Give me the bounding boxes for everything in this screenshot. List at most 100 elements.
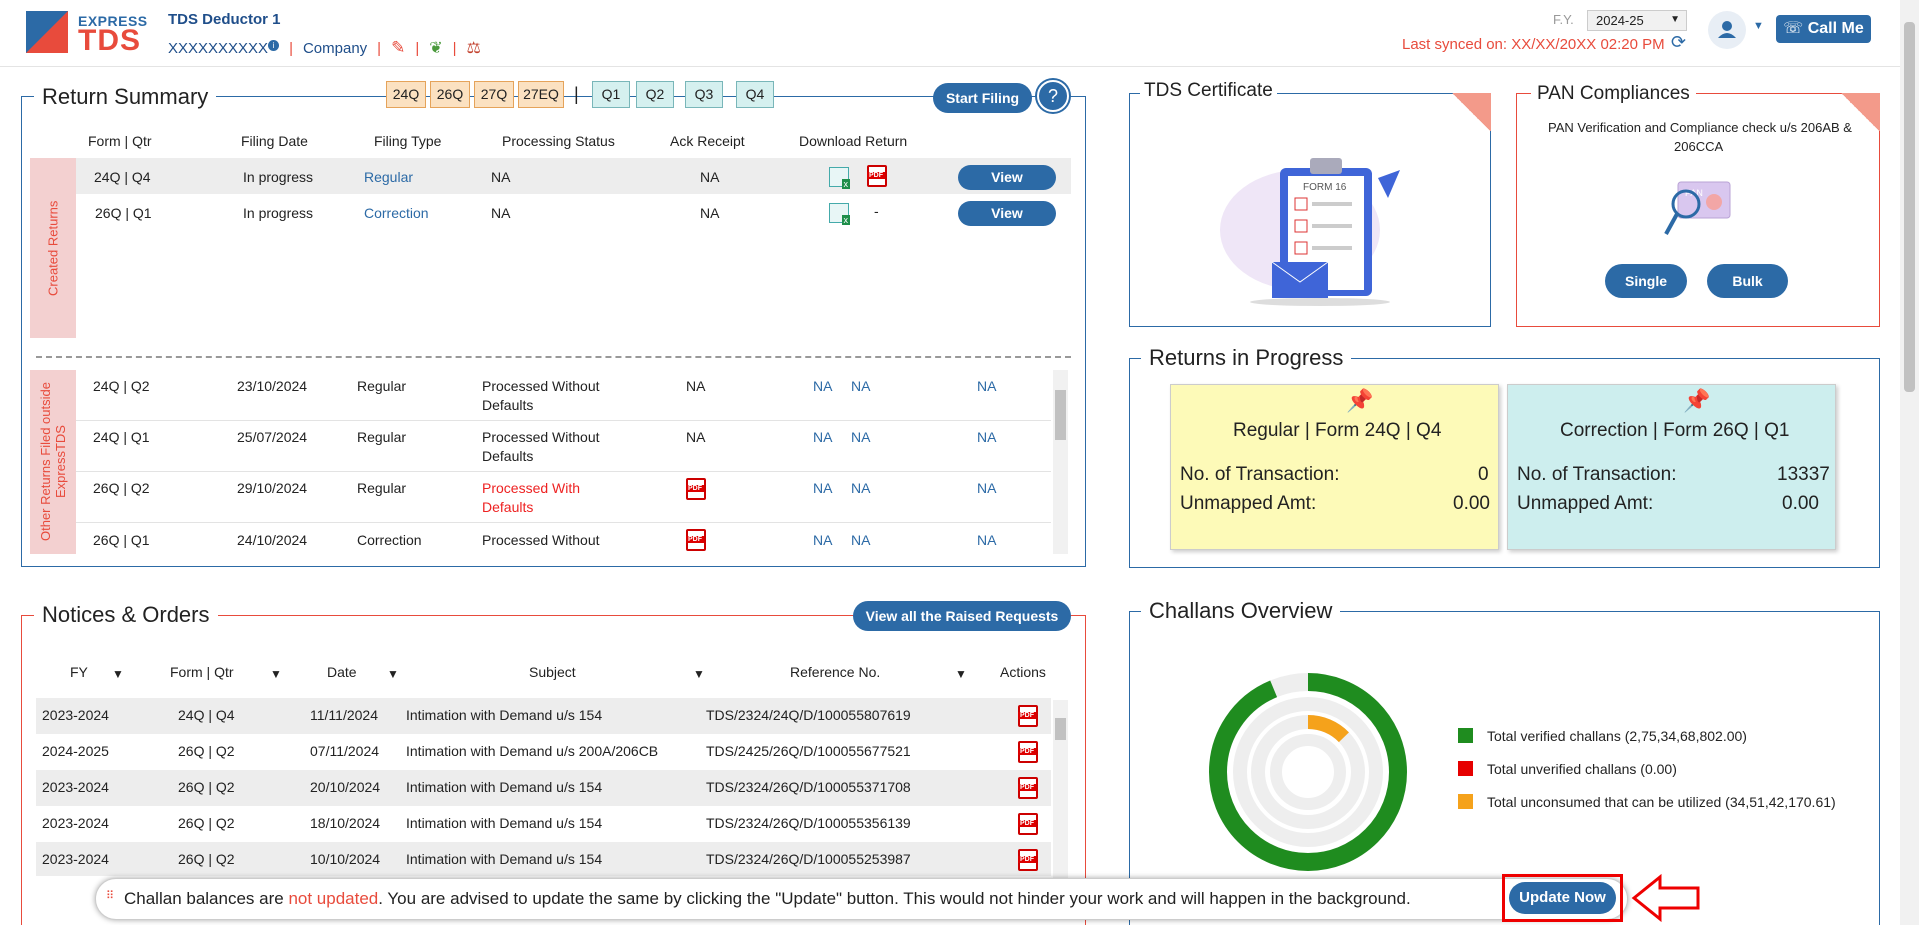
notice-pdf-icon[interactable] xyxy=(1018,741,1038,763)
progress-card-amt-label: Unmapped Amt: xyxy=(1180,493,1317,514)
row-dl-3[interactable]: NA xyxy=(977,480,997,496)
notice-date: 10/10/2024 xyxy=(310,851,381,867)
start-filing-button[interactable]: Start Filing xyxy=(933,83,1032,113)
tab-24q[interactable]: 24Q xyxy=(386,81,426,108)
tab-q3[interactable]: Q3 xyxy=(685,81,723,108)
progress-card-correction[interactable] xyxy=(1507,384,1836,550)
logo-mark xyxy=(26,11,68,53)
pan-bulk-button[interactable]: Bulk xyxy=(1707,264,1788,298)
pdf-ack-icon[interactable] xyxy=(686,478,706,500)
notice-pdf-icon[interactable] xyxy=(1018,705,1038,727)
row-form: 24Q | Q2 xyxy=(93,378,150,394)
notice-pdf-icon[interactable] xyxy=(1018,813,1038,835)
challans-overview-title: Challans Overview xyxy=(1141,598,1341,624)
tab-q2[interactable]: Q2 xyxy=(636,81,674,108)
notice-fy: 2023-2024 xyxy=(42,707,109,723)
deductor-name[interactable]: TDS Deductor 1 xyxy=(168,11,281,28)
filter-icon[interactable]: ▼ xyxy=(387,667,399,681)
row-dl-3[interactable]: NA xyxy=(977,378,997,394)
row-ack: NA xyxy=(686,429,706,445)
help-icon[interactable]: ? xyxy=(1037,80,1069,112)
tab-q1[interactable]: Q1 xyxy=(592,81,630,108)
col-fy: FY xyxy=(70,664,88,680)
row-status: Processed Without xyxy=(482,378,600,394)
page-scrollbar[interactable] xyxy=(1900,0,1919,925)
excel-download-icon[interactable] xyxy=(829,203,850,225)
other-returns-label: Other Returns Filed outside ExpressTDS xyxy=(30,370,76,554)
user-avatar-icon[interactable] xyxy=(1708,11,1746,49)
tab-27q[interactable]: 27Q xyxy=(474,81,514,108)
user-menu-caret-icon[interactable]: ▼ xyxy=(1753,20,1764,32)
pan-single-button[interactable]: Single xyxy=(1605,264,1687,298)
excel-download-icon[interactable] xyxy=(829,167,850,189)
view-button[interactable]: View xyxy=(958,201,1056,226)
row-type[interactable]: Regular xyxy=(364,169,414,185)
other-returns-scrollbar[interactable] xyxy=(1053,370,1068,554)
edit-pencil-icon[interactable]: ✎ xyxy=(391,38,406,57)
tab-q4[interactable]: Q4 xyxy=(736,81,774,108)
filter-icon[interactable]: ▼ xyxy=(955,667,967,681)
row-dl-1[interactable]: NA xyxy=(813,532,833,548)
update-now-button[interactable]: Update Now xyxy=(1509,882,1616,914)
row-dl-1[interactable]: NA xyxy=(813,378,833,394)
col-subject: Subject xyxy=(529,664,576,680)
col-date: Date xyxy=(327,664,357,680)
form16-illustration: FORM 16 xyxy=(1210,150,1410,310)
filter-icon[interactable]: ▼ xyxy=(693,667,705,681)
filter-icon[interactable]: ▼ xyxy=(270,667,282,681)
drag-handle-icon[interactable]: ⠿ xyxy=(106,890,115,902)
row-type[interactable]: Correction xyxy=(364,205,429,221)
legend-verified-swatch xyxy=(1458,728,1473,743)
call-me-button[interactable]: ☏ Call Me xyxy=(1776,15,1871,43)
notices-scrollbar[interactable] xyxy=(1053,700,1068,878)
last-synced-text: Last synced on: XX/XX/20XX 02:20 PM xyxy=(1402,36,1665,53)
row-dl-2[interactable]: NA xyxy=(851,480,871,496)
tab-27eq[interactable]: 27EQ xyxy=(518,81,564,108)
row-dl-3[interactable]: NA xyxy=(977,532,997,548)
separator: | xyxy=(415,39,420,57)
fy-label: F.Y. xyxy=(1553,12,1574,27)
refresh-sync-icon[interactable]: ⟳ xyxy=(1671,32,1687,52)
row-dl-1[interactable]: NA xyxy=(813,480,833,496)
table-row[interactable] xyxy=(36,770,1051,806)
notice-pdf-icon[interactable] xyxy=(1018,777,1038,799)
traces-icon[interactable]: ⚖ xyxy=(466,40,481,57)
row-dl-2[interactable]: NA xyxy=(851,532,871,548)
row-dl-3[interactable]: NA xyxy=(977,429,997,445)
notice-pdf-icon[interactable] xyxy=(1018,849,1038,871)
fy-select[interactable]: 2024-25 ▼ xyxy=(1587,10,1687,31)
row-status: Processed Without xyxy=(482,429,600,445)
info-icon[interactable]: i xyxy=(268,39,280,51)
filter-icon[interactable]: ▼ xyxy=(112,667,124,681)
progress-card-txn-label: No. of Transaction: xyxy=(1517,464,1677,485)
view-button[interactable]: View xyxy=(958,165,1056,190)
row-status-line2: Defaults xyxy=(482,397,534,413)
row-form: 26Q | Q2 xyxy=(93,480,150,496)
notice-form: 26Q | Q2 xyxy=(178,851,235,867)
gst-emblem-icon[interactable]: ❦ xyxy=(429,40,443,57)
pdf-download-icon[interactable] xyxy=(867,165,887,187)
logo-text-tds: TDS xyxy=(78,24,141,57)
table-row[interactable] xyxy=(36,698,1051,734)
expresstds-logo[interactable]: EXPRESS TDS xyxy=(26,11,147,57)
notice-fy: 2023-2024 xyxy=(42,851,109,867)
view-all-requests-button[interactable]: View all the Raised Requests xyxy=(853,601,1071,631)
section-divider xyxy=(36,356,1071,358)
col-form-qtr: Form | Qtr xyxy=(170,664,234,680)
separator: | xyxy=(377,39,382,57)
notice-ref: TDS/2324/26Q/D/100055253987 xyxy=(706,851,911,867)
tab-26q[interactable]: 26Q xyxy=(430,81,470,108)
table-row[interactable] xyxy=(36,842,1051,876)
row-dl-1[interactable]: NA xyxy=(813,429,833,445)
progress-card-regular[interactable] xyxy=(1170,384,1499,550)
notice-subject: Intimation with Demand u/s 154 xyxy=(406,815,603,831)
notice-fy: 2023-2024 xyxy=(42,779,109,795)
row-dl-2[interactable]: NA xyxy=(851,429,871,445)
pdf-ack-icon[interactable] xyxy=(686,529,706,551)
col-actions: Actions xyxy=(1000,664,1046,680)
row-divider xyxy=(76,471,1051,472)
row-ack: NA xyxy=(700,169,720,185)
row-dl-2[interactable]: NA xyxy=(851,378,871,394)
notice-ref: TDS/2324/24Q/D/100055807619 xyxy=(706,707,911,723)
row-type: Correction xyxy=(357,532,422,548)
